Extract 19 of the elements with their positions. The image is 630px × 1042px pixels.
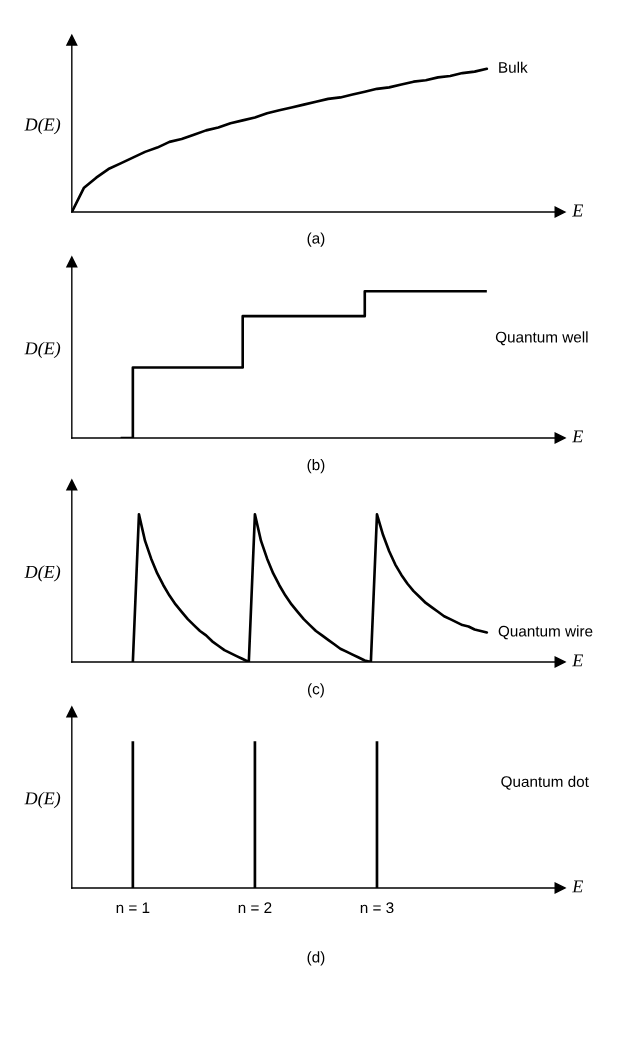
text: Quantum well xyxy=(495,331,588,346)
series-label: Bulk xyxy=(499,61,528,73)
text: (a) xyxy=(307,232,325,247)
y-axis-title: D(E) xyxy=(24,565,61,582)
x-tick-label: n = 1 xyxy=(116,902,150,913)
y-axis-title: D(E) xyxy=(24,117,61,135)
y-axis-title: D(E) xyxy=(24,341,61,359)
text: Quantum dot xyxy=(501,775,589,790)
x-axis-title: E xyxy=(572,430,584,443)
y-axis-title: D(E) xyxy=(24,791,61,809)
x-tick-label: n = 3 xyxy=(360,902,394,914)
text: (b) xyxy=(307,459,325,474)
x-axis-title: E xyxy=(572,880,584,893)
x-axis-title: E xyxy=(572,654,584,667)
text: (c) xyxy=(307,683,324,698)
text: (d) xyxy=(307,951,325,966)
x-axis-title: E xyxy=(572,204,584,217)
series-label: Quantum wire xyxy=(498,625,593,640)
x-tick-label: n = 2 xyxy=(238,902,272,913)
